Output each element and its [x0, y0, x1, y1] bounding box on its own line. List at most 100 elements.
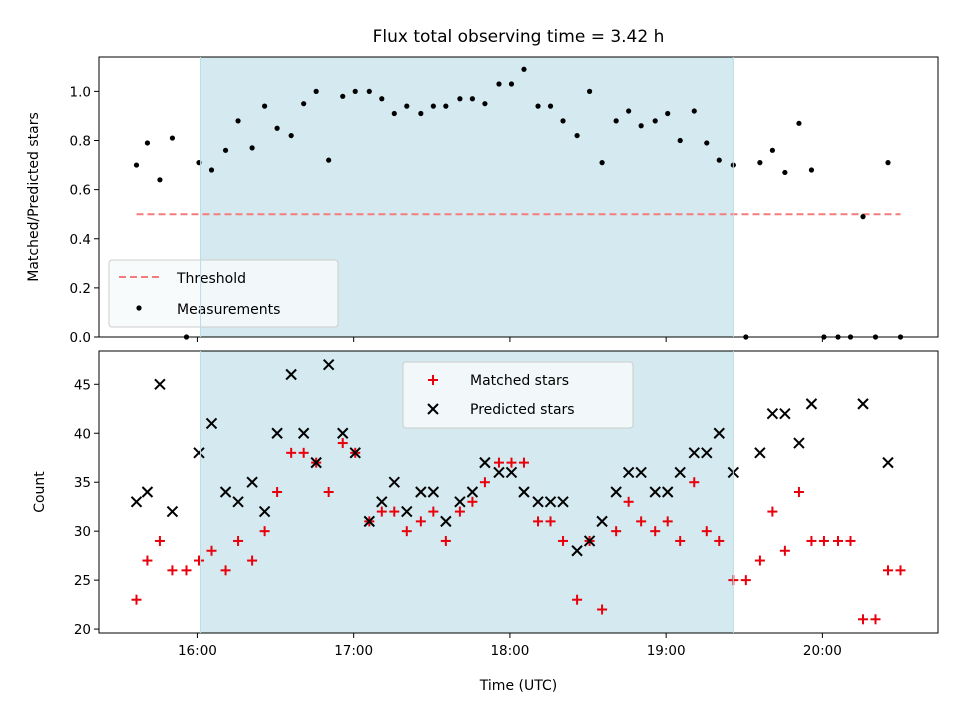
- measurement-point: [665, 110, 671, 117]
- matched-star-point: [833, 535, 844, 546]
- legend-matched-label: Matched stars: [470, 373, 569, 389]
- matched-star-point: [767, 506, 778, 517]
- matched-star-point: [506, 457, 517, 468]
- predicted-star-point: [662, 486, 674, 498]
- matched-star-point: [572, 594, 583, 605]
- predicted-star-point: [401, 505, 413, 518]
- measurement-point: [796, 120, 802, 126]
- matched-star-point: [701, 526, 712, 537]
- predicted-star-point: [205, 417, 218, 430]
- measurement-point: [235, 118, 241, 124]
- count-x-tick-label: 19:00: [647, 643, 686, 659]
- measurement-point: [249, 145, 255, 151]
- measurement-point: [521, 66, 527, 72]
- measurement-point: [885, 160, 891, 166]
- measurement-point: [208, 167, 215, 173]
- ratio-y-tick-label: 0.6: [70, 183, 91, 199]
- predicted-star-point: [857, 398, 869, 410]
- measurement-point: [443, 103, 449, 109]
- predicted-star-point: [754, 447, 766, 459]
- predicted-star-point: [166, 505, 179, 518]
- measurement-point: [586, 88, 593, 94]
- count-legend-box: [402, 361, 634, 429]
- predicted-star-point: [610, 486, 622, 498]
- measurement-point: [352, 88, 358, 94]
- matched-star-point: [858, 614, 869, 625]
- ratio-y-tick-label: 1.0: [70, 84, 91, 100]
- matched-star-point: [272, 487, 283, 497]
- count-x-tick-label: 20:00: [803, 643, 842, 659]
- matched-star-point: [206, 545, 217, 556]
- predicted-star-point: [154, 378, 166, 390]
- matched-star-point: [740, 575, 751, 586]
- predicted-star-point: [415, 486, 427, 498]
- predicted-star-point: [427, 486, 440, 498]
- measurement-point: [677, 137, 683, 144]
- matched-star-point: [883, 565, 894, 576]
- matched-star-point: [298, 447, 309, 458]
- matched-star-point: [558, 535, 569, 546]
- measurement-point: [860, 214, 866, 220]
- predicted-star-point: [337, 427, 349, 439]
- matched-star-point: [818, 535, 829, 546]
- chart-title: Flux total observing time = 3.42 h: [373, 27, 665, 47]
- matched-star-point: [845, 535, 856, 546]
- predicted-star-point: [322, 359, 335, 371]
- measurement-point: [404, 103, 410, 109]
- matched-star-point: [415, 516, 426, 527]
- measurement-point: [716, 157, 722, 163]
- predicted-star-point: [571, 545, 583, 557]
- x-axis-label: Time (UTC): [479, 678, 557, 694]
- predicted-star-point: [596, 515, 608, 528]
- predicted-star-point: [674, 466, 686, 479]
- matched-star-point: [467, 496, 478, 507]
- measurement-point: [691, 108, 697, 114]
- predicted-star-point: [505, 466, 518, 479]
- legend-plus-mark: [428, 375, 438, 385]
- matched-star-point: [689, 477, 700, 488]
- ratio-y-tick-label: 0.2: [70, 281, 91, 297]
- measurement-point: [560, 118, 566, 124]
- predicted-star-point: [466, 486, 479, 498]
- measurement-point: [757, 160, 763, 166]
- measurement-point: [222, 147, 229, 153]
- measurement-point: [626, 108, 632, 114]
- matched-star-point: [286, 447, 297, 458]
- matched-star-point: [597, 604, 608, 615]
- predicted-star-point: [271, 427, 283, 439]
- count-y-tick-label: 20: [74, 622, 91, 638]
- matched-star-point: [754, 555, 765, 566]
- matched-star-point: [401, 526, 412, 537]
- measurement-point: [133, 162, 140, 168]
- measurement-point: [535, 103, 541, 109]
- predicted-star-point: [219, 486, 232, 498]
- ratio-legend-box: [108, 259, 339, 328]
- measurement-point: [508, 81, 515, 87]
- matched-star-point: [611, 526, 622, 537]
- ratio-y-tick-label: 0.8: [70, 134, 91, 150]
- ratio-y-axis-label: Matched/Predicted stars: [26, 112, 42, 282]
- predicted-star-point: [349, 447, 361, 459]
- count-x-tick-label: 16:00: [178, 643, 217, 659]
- predicted-star-point: [440, 515, 452, 528]
- measurement-point: [313, 88, 319, 94]
- measurement-point: [157, 177, 163, 183]
- matched-star-point: [793, 487, 804, 497]
- count-y-tick-label: 35: [74, 475, 91, 491]
- measurement-point: [704, 140, 710, 146]
- predicted-star-point: [622, 466, 635, 479]
- predicted-star-point: [388, 476, 400, 488]
- predicted-star-point: [493, 466, 505, 479]
- predicted-star-point: [882, 456, 894, 469]
- measurement-point: [782, 169, 788, 176]
- measurement-point: [288, 132, 294, 139]
- predicted-star-point: [193, 447, 205, 459]
- measurement-point: [638, 123, 644, 129]
- predicted-star-point: [297, 427, 310, 439]
- count-legend: Matched stars Predicted stars: [402, 361, 634, 429]
- predicted-star-point: [518, 486, 530, 498]
- matched-star-point: [233, 535, 244, 546]
- predicted-star-point: [805, 398, 818, 410]
- measurement-point: [769, 147, 775, 153]
